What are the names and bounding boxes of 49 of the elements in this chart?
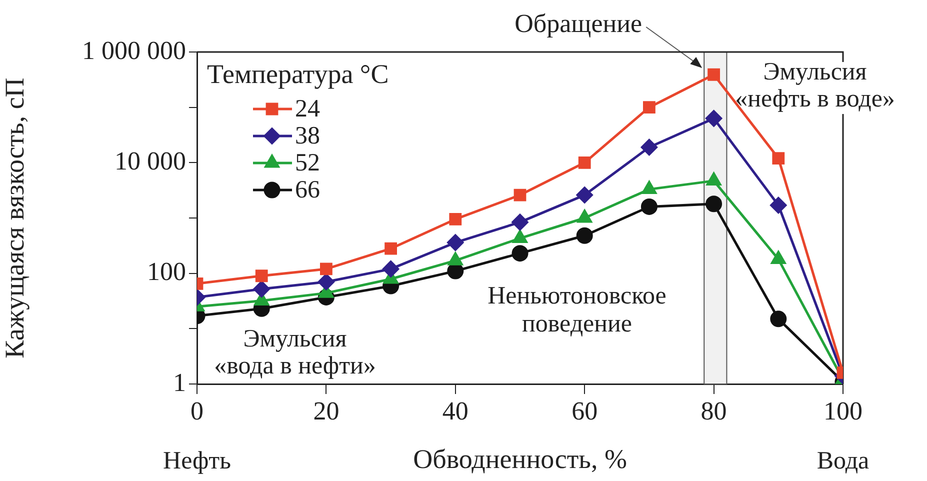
y-tick-label: 1: [173, 368, 186, 397]
y-axis-title: Кажущаяся вязкость, сП: [0, 78, 30, 358]
point: [512, 230, 528, 244]
annotation: Неньютоновское поведение: [488, 282, 666, 338]
point: [708, 68, 720, 81]
y-tick-label: 1 000 000: [82, 36, 186, 65]
point: [449, 213, 462, 226]
point: [770, 310, 787, 328]
x-tick-label: 100: [824, 396, 862, 426]
legend-label: 38: [295, 122, 320, 150]
point: [384, 242, 397, 255]
point: [512, 214, 528, 230]
point: [770, 197, 787, 214]
point: [255, 270, 268, 282]
point: [320, 262, 332, 276]
point: [447, 234, 464, 251]
point: [772, 152, 785, 164]
point: [706, 172, 722, 186]
y-tick-label: 10 000: [114, 146, 186, 176]
legend-title: Температура °C: [207, 59, 389, 90]
point: [706, 110, 722, 127]
legend-label: 66: [295, 176, 320, 204]
x-tick-label: 40: [442, 396, 468, 426]
x-axis-title: Обводненность, %: [413, 444, 627, 474]
band-label: Обращение: [514, 8, 642, 38]
text: Нефть: [163, 448, 231, 475]
legend-label: 24: [295, 96, 320, 123]
point: [578, 156, 591, 169]
point: [514, 188, 526, 202]
annotation: Эмульсия «вода в нефти»: [214, 326, 376, 380]
y-tick-label: 100: [147, 257, 186, 286]
x-tick-label: 80: [700, 396, 727, 426]
point: [706, 196, 722, 212]
point: [512, 245, 528, 262]
point: [576, 186, 593, 204]
point: [318, 274, 334, 290]
point: [576, 227, 593, 244]
point: [640, 138, 658, 156]
point: [253, 280, 270, 298]
point: [640, 198, 658, 215]
legend-label: 52: [295, 150, 320, 177]
point: [643, 101, 656, 114]
text: Вода: [816, 448, 870, 475]
annotation: Эмульсия «нефть в воде»: [735, 58, 895, 113]
x-tick-label: 0: [190, 396, 204, 426]
x-tick-label: 20: [313, 396, 340, 426]
point: [382, 260, 400, 278]
point: [642, 181, 657, 194]
x-tick-label: 60: [572, 396, 598, 426]
